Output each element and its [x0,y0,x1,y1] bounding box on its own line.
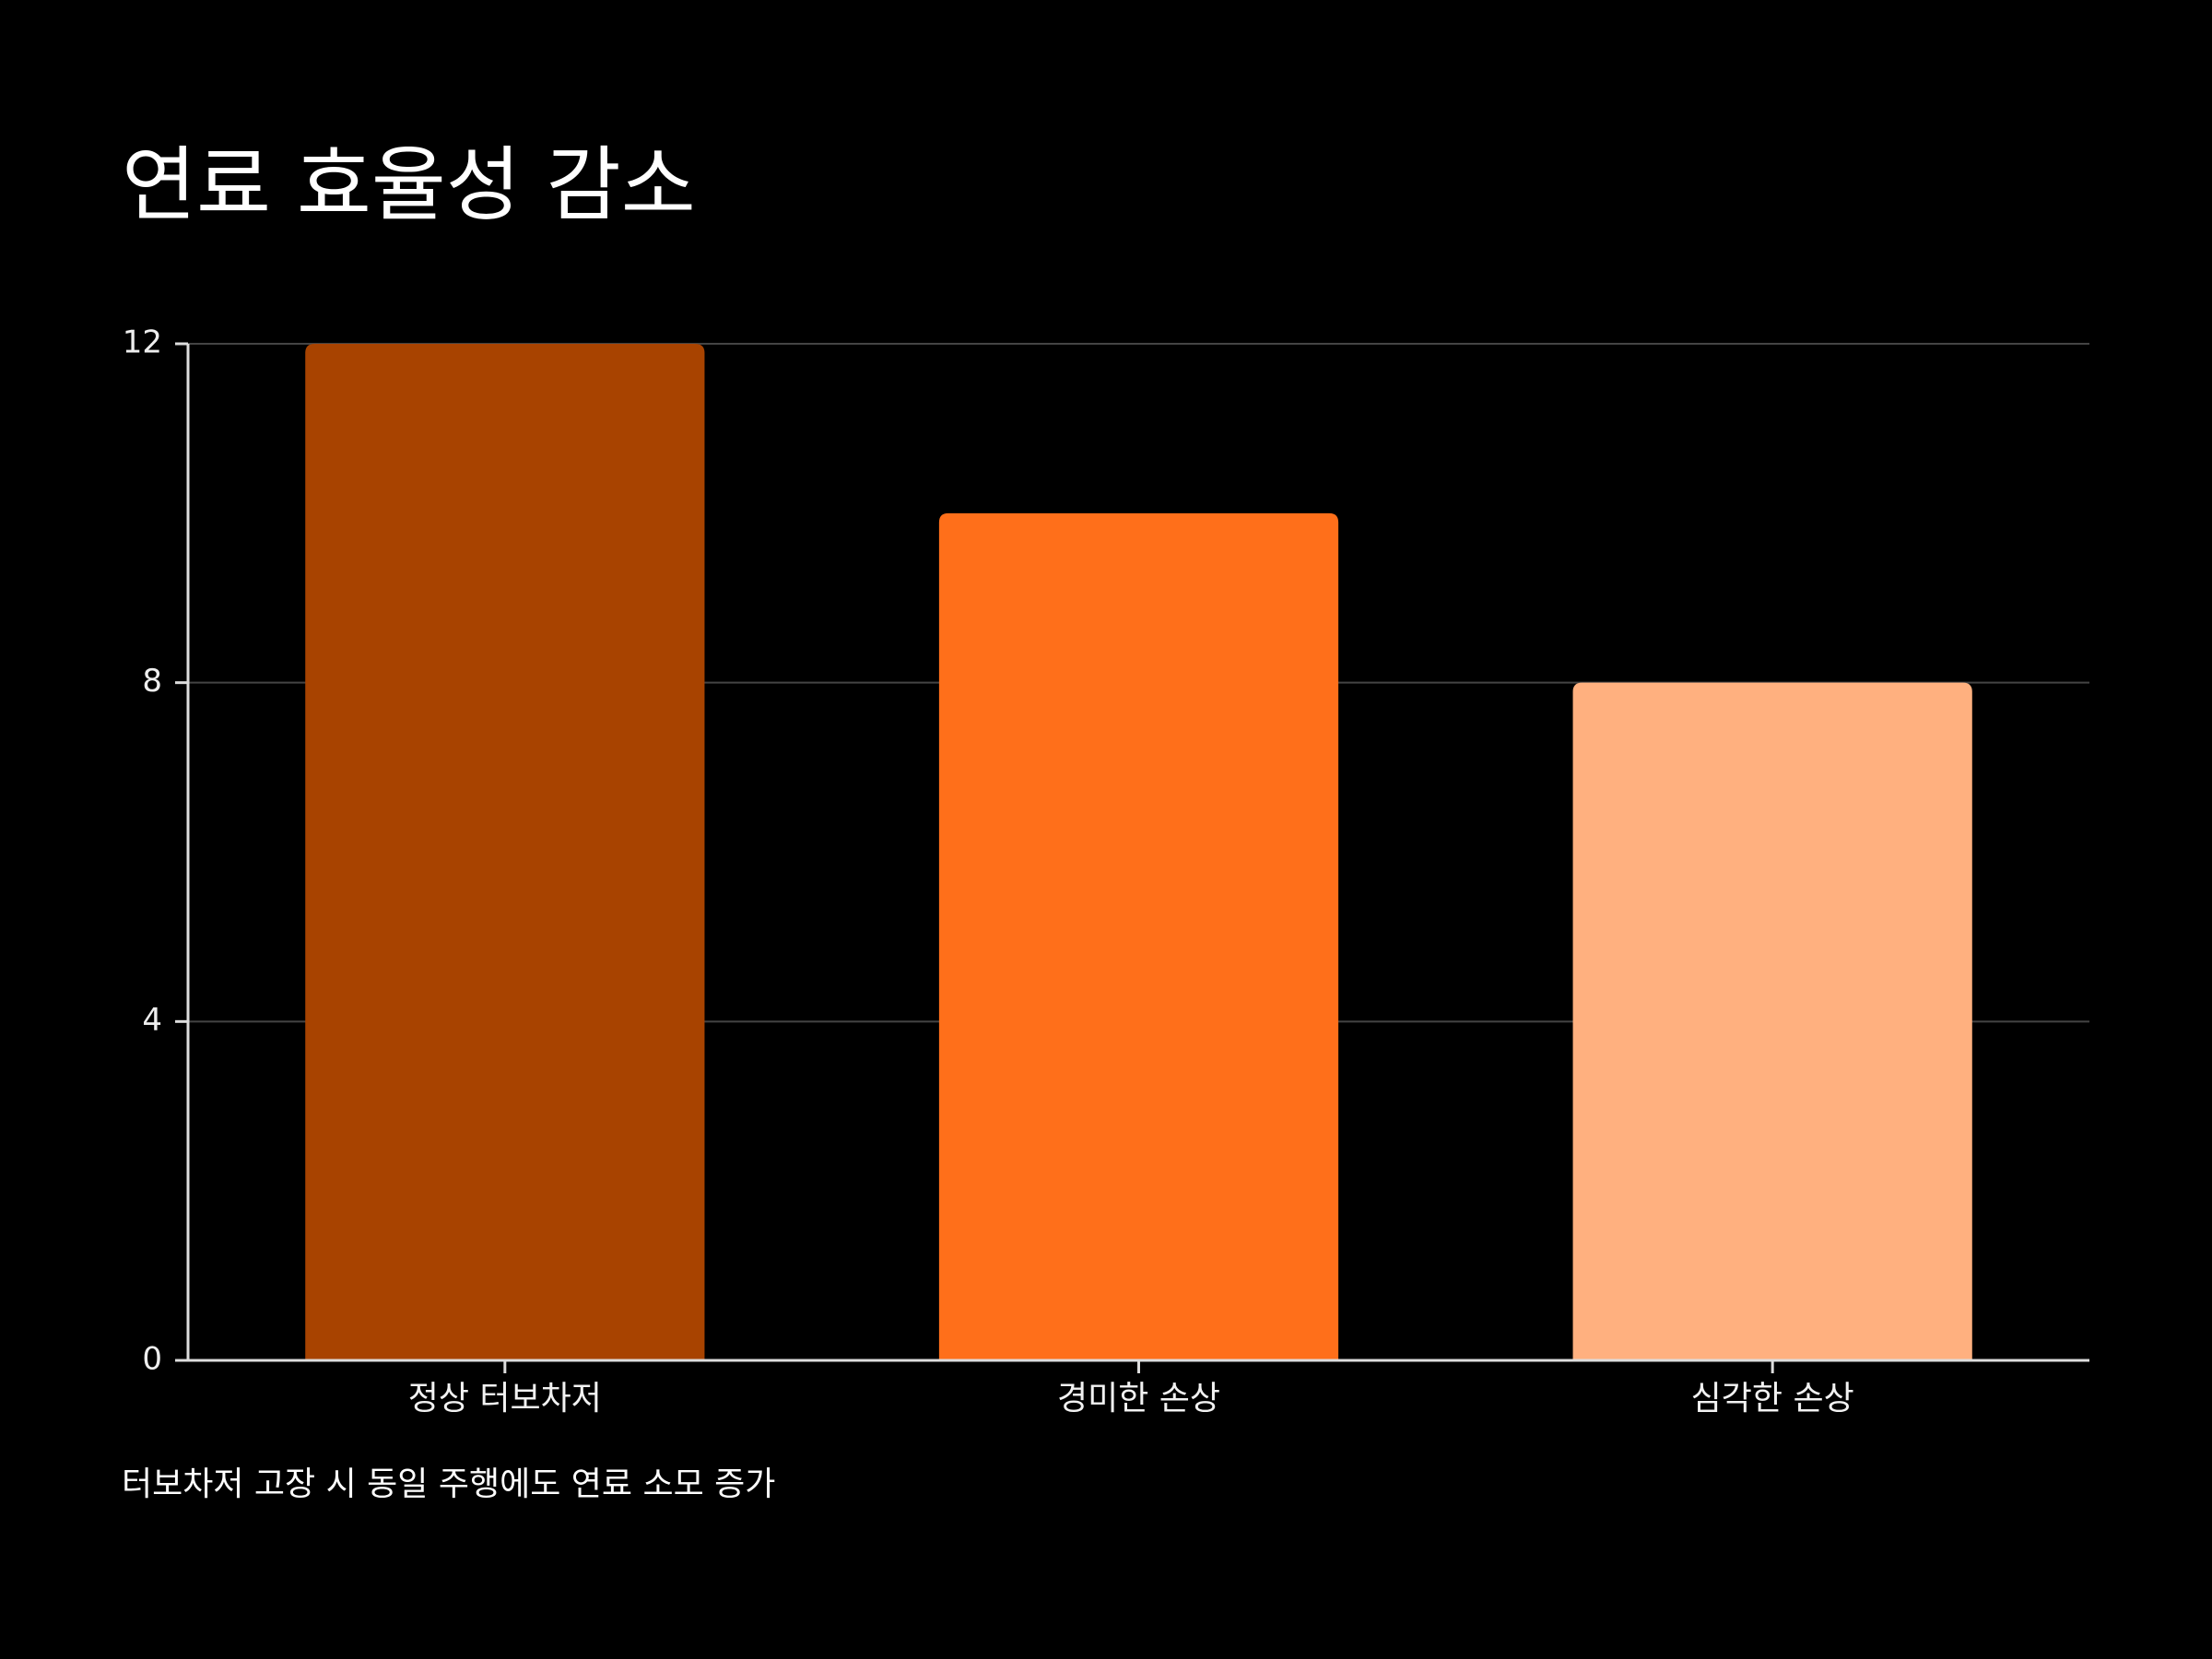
bar [938,512,1339,1360]
bar [1572,682,1972,1360]
chart-subtitle: 터보차저 고장 시 동일 주행에도 연료 소모 증가 [122,1465,775,1503]
x-tick-label: 정상 터보차저 [408,1380,602,1418]
chart-title: 연료 효율성 감소 [122,137,696,232]
y-tick-label: 12 [123,324,162,361]
x-tick-label: 경미한 손상 [1057,1380,1220,1418]
y-tick-label: 0 [142,1341,162,1378]
y-tick-label: 4 [142,1002,162,1039]
x-tick-label: 심각한 손상 [1691,1380,1854,1418]
y-tick-label: 8 [142,663,162,700]
bar [305,344,705,1360]
